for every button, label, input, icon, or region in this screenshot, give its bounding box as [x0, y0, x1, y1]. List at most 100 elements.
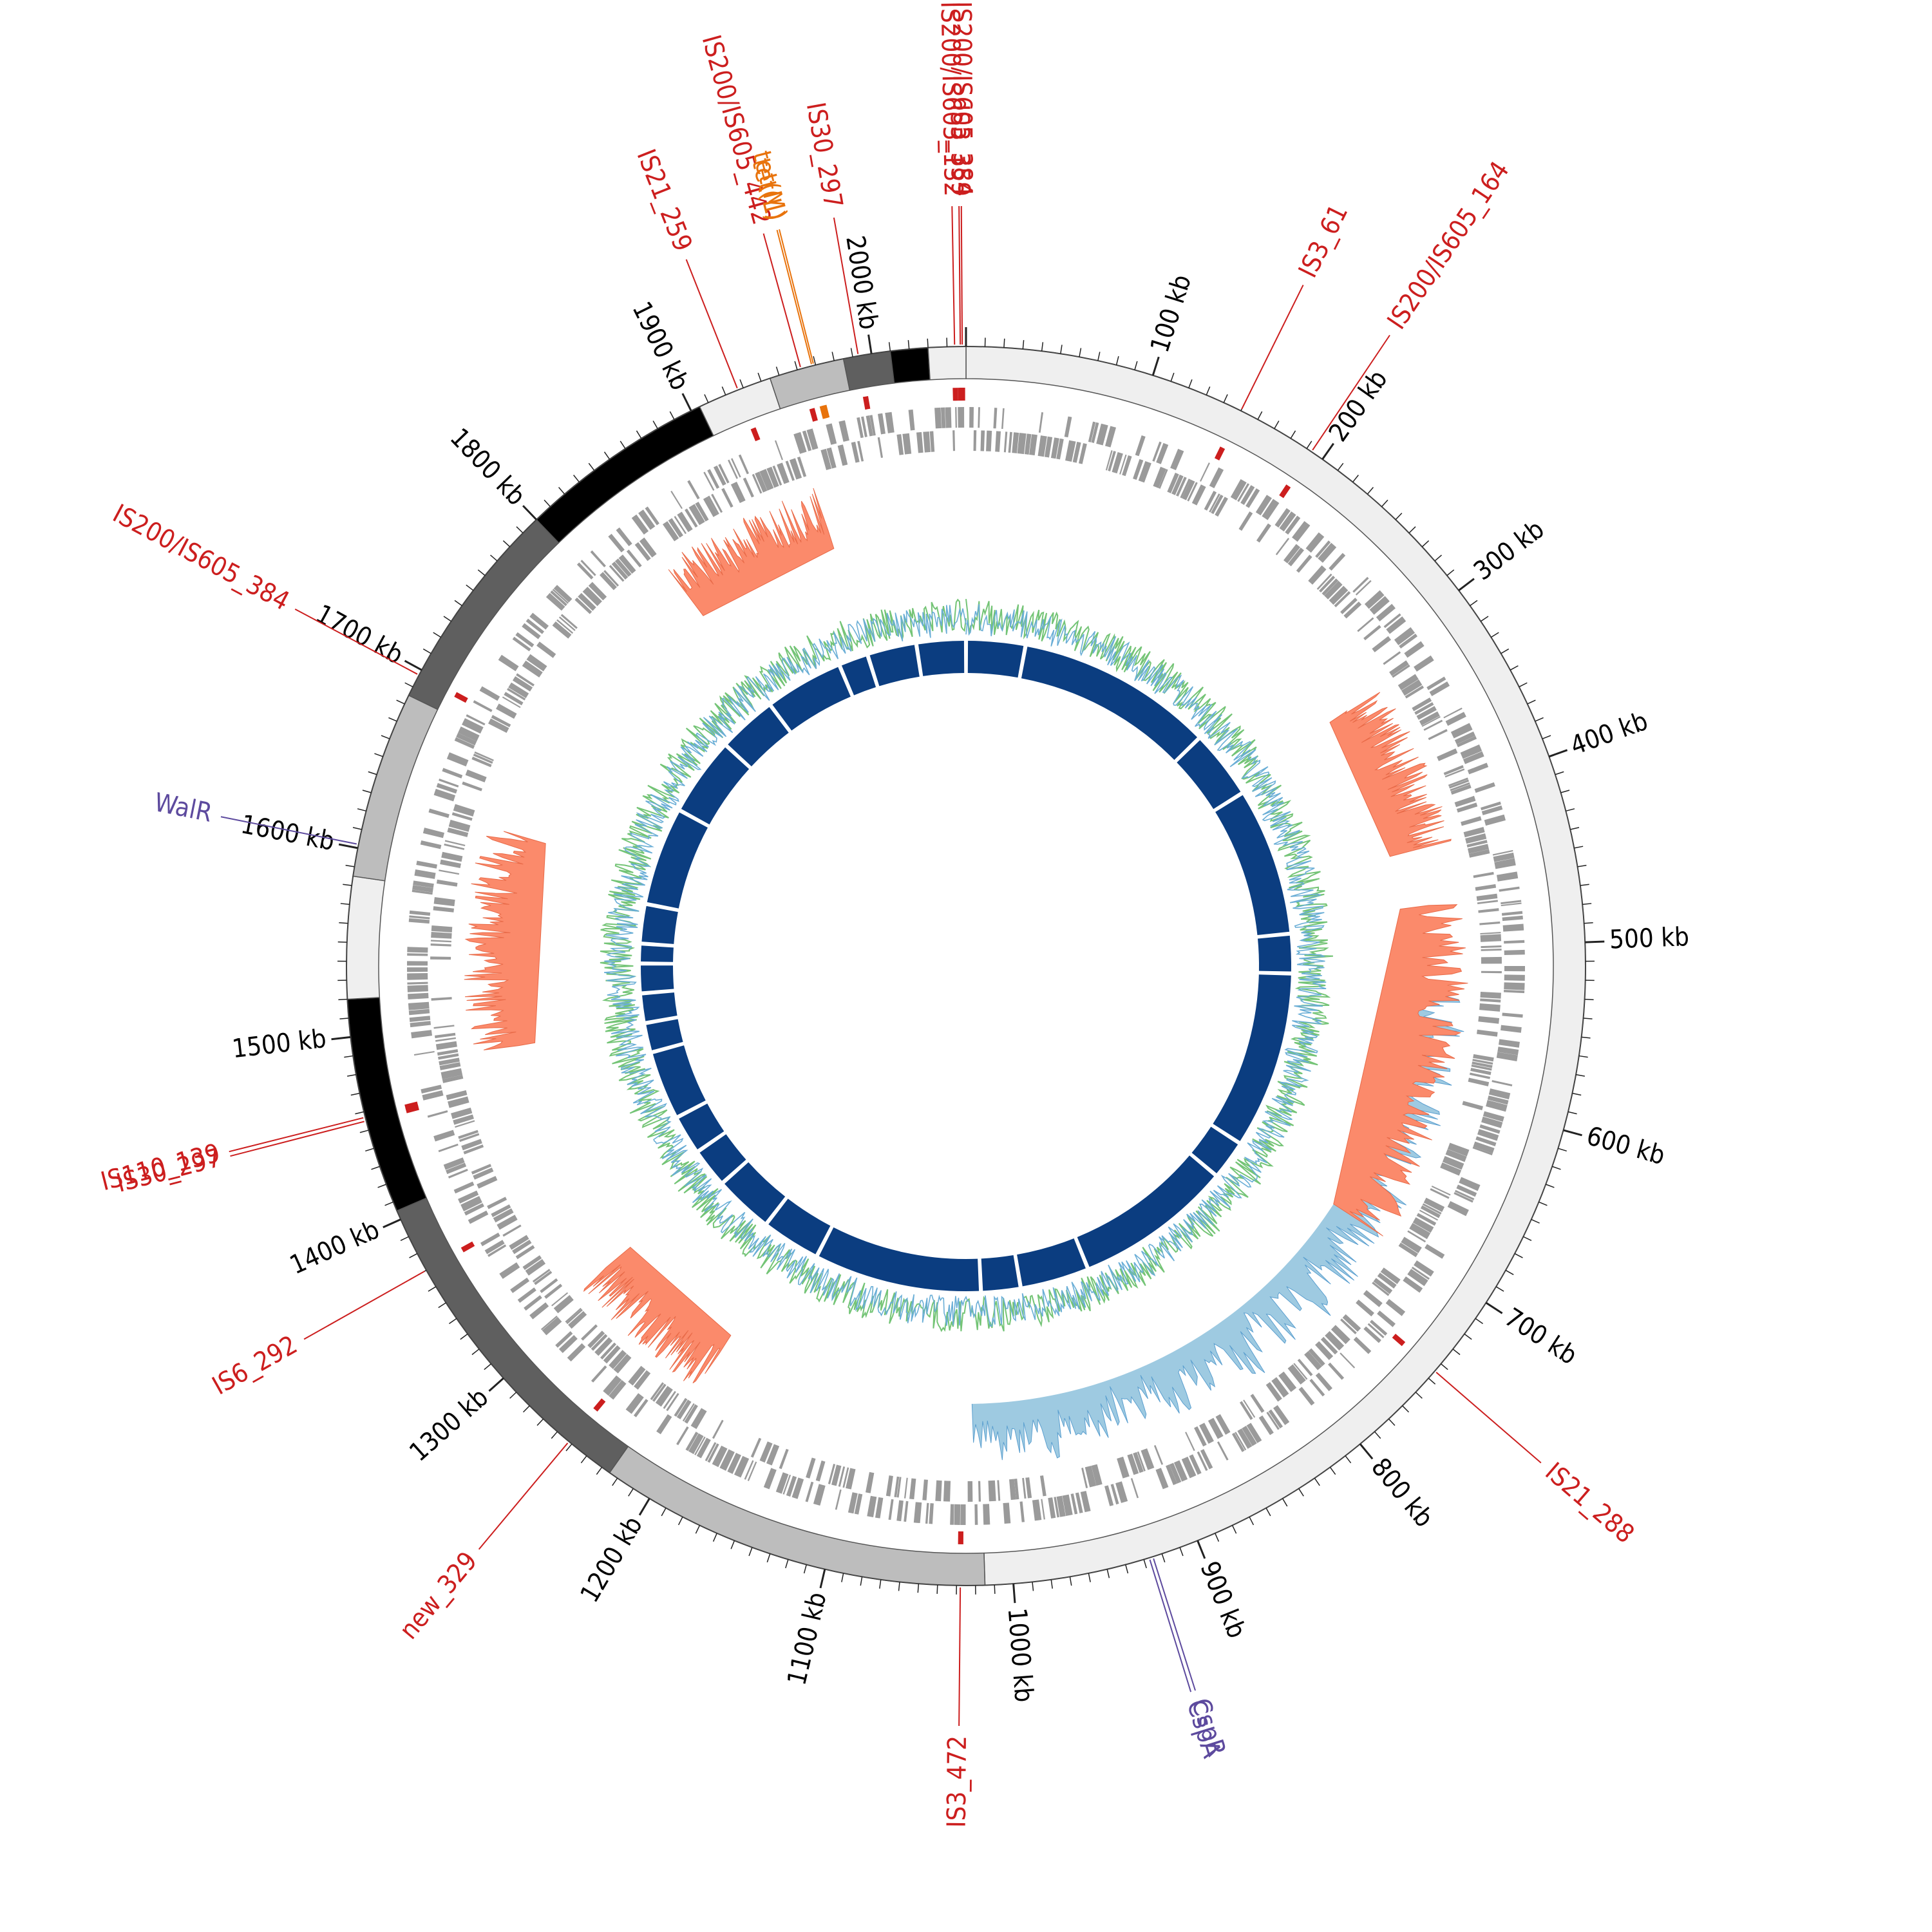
cds-feature — [1324, 580, 1343, 600]
cds-feature — [670, 490, 683, 509]
minor-tick — [377, 1184, 386, 1188]
synteny-block — [1177, 740, 1241, 810]
cds-feature — [625, 1393, 644, 1414]
minor-tick — [1415, 1392, 1423, 1399]
minor-tick — [477, 569, 486, 576]
cds-feature — [1456, 1184, 1477, 1197]
annotation-label-12: IS21_259 — [630, 145, 697, 255]
cds-feature — [820, 448, 832, 470]
cds-feature — [1443, 707, 1463, 719]
cds-feature — [1292, 521, 1311, 542]
annotation-leader — [1241, 285, 1304, 410]
cds-feature — [875, 1497, 884, 1519]
cds-feature — [696, 1437, 711, 1459]
cds-feature — [430, 956, 451, 960]
cds-feature — [616, 527, 632, 547]
cds-feature — [650, 1382, 665, 1401]
cds-feature — [805, 1481, 814, 1502]
cds-feature — [1504, 990, 1525, 994]
cds-feature — [458, 726, 480, 742]
cds-feature — [442, 1075, 464, 1083]
cds-feature — [407, 947, 428, 953]
cds-feature — [591, 1334, 608, 1351]
minor-tick — [1215, 1533, 1220, 1542]
cds-feature — [1170, 448, 1184, 471]
cds-feature — [865, 1472, 875, 1493]
cds-feature — [958, 407, 965, 428]
cds-feature — [1334, 591, 1351, 608]
synteny-block — [681, 747, 750, 825]
cds-feature — [613, 1354, 632, 1374]
cds-feature — [409, 915, 430, 920]
minor-tick — [343, 884, 352, 886]
cds-feature — [775, 1472, 789, 1494]
cds-feature — [656, 1414, 672, 1435]
minor-tick — [813, 356, 817, 365]
minor-tick — [558, 487, 565, 495]
cds-feature — [552, 621, 572, 639]
cds-feature — [1081, 1468, 1088, 1488]
gc-skew-negative-region — [1333, 904, 1468, 1236]
cds-feature — [831, 1464, 842, 1486]
minor-tick — [936, 1584, 938, 1595]
cds-feature — [997, 1480, 1001, 1501]
cds-feature — [1200, 462, 1210, 482]
major-tick — [638, 1498, 650, 1516]
annotation-leader — [951, 206, 956, 345]
cds-feature — [1504, 940, 1525, 944]
cds-feature — [1479, 1124, 1501, 1134]
cds-feature — [1471, 1064, 1492, 1071]
cds-feature — [1412, 1217, 1434, 1233]
cds-feature — [568, 1311, 587, 1329]
cds-feature — [973, 430, 977, 451]
cds-feature — [1048, 1497, 1056, 1519]
minor-tick — [357, 808, 366, 812]
cds-feature — [935, 1480, 942, 1502]
cds-feature — [1454, 731, 1476, 744]
cds-feature — [508, 682, 529, 699]
cds-feature — [1235, 1432, 1247, 1451]
cds-feature — [1369, 596, 1390, 615]
cds-feature — [477, 1176, 498, 1189]
minor-tick — [1388, 1418, 1396, 1426]
cds-feature — [444, 843, 465, 850]
cds-feature — [1481, 1116, 1503, 1128]
cds-feature — [802, 430, 812, 451]
cds-feature — [1466, 840, 1488, 848]
synteny-block — [641, 965, 674, 992]
minor-tick — [359, 1130, 369, 1133]
cds-feature — [1056, 1495, 1066, 1517]
cds-feature — [407, 985, 428, 992]
cds-feature — [446, 1090, 468, 1101]
synteny-block — [981, 1255, 1019, 1291]
cds-feature — [1065, 440, 1076, 462]
minor-tick — [669, 411, 675, 420]
cds-feature — [464, 1203, 484, 1216]
cds-feature — [738, 454, 749, 475]
cds-feature — [1137, 1451, 1146, 1472]
cds-feature — [1474, 782, 1495, 793]
cds-feature — [1329, 553, 1346, 571]
tick-label-500: 500 kb — [1609, 922, 1689, 955]
minor-tick — [1578, 1055, 1588, 1058]
cds-feature — [1001, 408, 1005, 429]
cds-feature — [440, 1068, 463, 1079]
cds-feature — [861, 416, 867, 437]
cds-feature — [555, 1331, 573, 1348]
cds-feature — [1407, 1269, 1428, 1287]
minor-tick — [1060, 345, 1063, 354]
minor-tick — [652, 421, 658, 430]
cds-feature — [474, 751, 494, 762]
cds-feature — [713, 465, 726, 486]
cds-feature — [703, 471, 715, 491]
cds-feature — [1372, 1282, 1390, 1296]
cds-feature — [1167, 473, 1179, 493]
minor-tick — [1306, 440, 1312, 449]
cds-feature — [532, 1269, 551, 1283]
cds-feature — [439, 1057, 460, 1066]
minor-tick — [757, 372, 762, 382]
minor-tick — [620, 440, 626, 449]
cds-feature — [1437, 748, 1458, 761]
synteny-block — [918, 641, 965, 676]
cds-feature — [662, 521, 679, 542]
